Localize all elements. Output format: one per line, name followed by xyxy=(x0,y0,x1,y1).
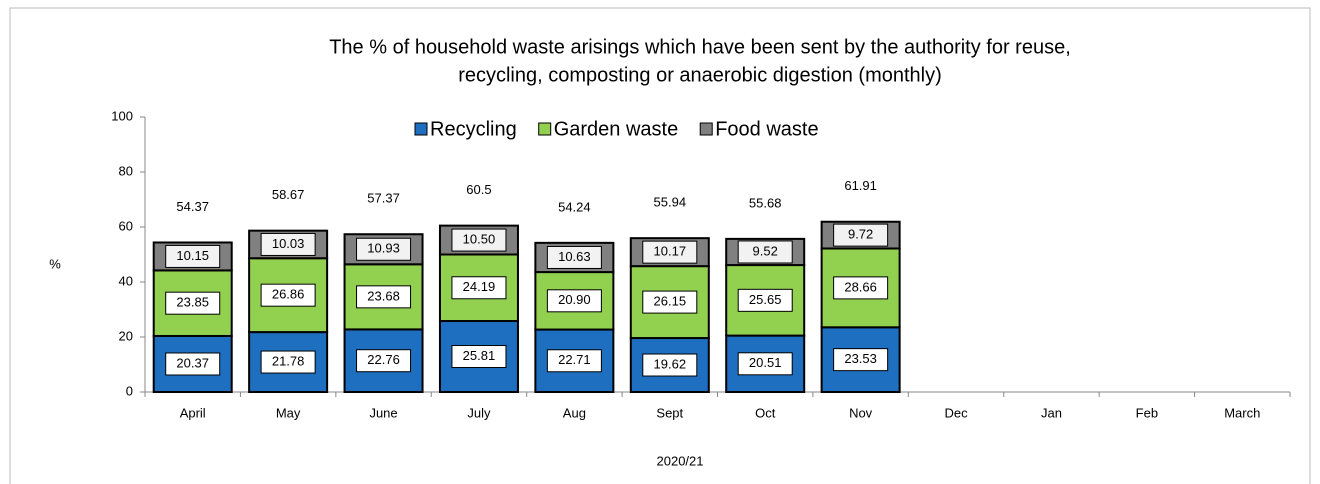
legend-label: Recycling xyxy=(430,118,517,140)
x-tick-label: March xyxy=(1224,405,1260,420)
x-tick-label: May xyxy=(276,405,301,420)
data-label-box xyxy=(833,348,889,372)
data-label-box xyxy=(642,240,698,264)
data-label-box xyxy=(356,349,412,373)
x-tick-label: Dec xyxy=(944,405,968,420)
y-tick-label: 100 xyxy=(111,108,133,123)
data-label: 20.90 xyxy=(558,292,591,307)
y-tick-label: 0 xyxy=(126,383,133,398)
y-tick-label: 20 xyxy=(119,328,133,343)
data-label-box xyxy=(833,223,889,247)
data-label: 19.62 xyxy=(654,356,687,371)
data-label-box xyxy=(356,237,412,261)
data-label: 21.78 xyxy=(272,353,305,368)
x-tick-label: April xyxy=(180,405,206,420)
x-tick-label: Oct xyxy=(755,405,776,420)
data-label: 22.71 xyxy=(558,352,591,367)
legend-swatch xyxy=(414,122,428,136)
data-label: 23.85 xyxy=(176,295,209,310)
y-tick-label: 80 xyxy=(119,163,133,178)
data-label-box xyxy=(737,240,793,264)
x-axis-title: 2020/21 xyxy=(657,453,704,468)
data-label-box xyxy=(260,283,316,307)
data-label-box xyxy=(737,352,793,376)
data-label: 25.65 xyxy=(749,292,782,307)
x-tick-label: Sept xyxy=(656,405,683,420)
data-label: 10.03 xyxy=(272,236,305,251)
total-label: 60.5 xyxy=(466,182,491,197)
data-label: 24.19 xyxy=(463,279,496,294)
data-label-box xyxy=(165,352,221,376)
data-label-box xyxy=(451,228,507,252)
data-label: 28.66 xyxy=(844,279,877,294)
y-tick-label: 40 xyxy=(119,273,133,288)
x-tick-label: Feb xyxy=(1136,405,1158,420)
data-label-box xyxy=(546,349,602,373)
data-label-box xyxy=(260,232,316,256)
y-axis-title: % xyxy=(49,256,61,271)
total-label: 54.24 xyxy=(558,199,591,214)
data-label: 23.68 xyxy=(367,288,400,303)
data-label: 23.53 xyxy=(844,351,877,366)
data-label-box xyxy=(642,290,698,314)
legend-label: Garden waste xyxy=(554,118,679,140)
x-tick-label: Nov xyxy=(849,405,873,420)
data-label: 10.63 xyxy=(558,249,591,264)
total-label: 55.94 xyxy=(654,195,687,210)
data-label-box xyxy=(737,288,793,312)
data-label: 26.86 xyxy=(272,287,305,302)
chart-title: recycling, composting or anaerobic diges… xyxy=(458,64,942,86)
data-label: 10.17 xyxy=(654,244,687,259)
data-label-box xyxy=(356,285,412,309)
legend-swatch xyxy=(699,122,713,136)
x-tick-label: Aug xyxy=(563,405,586,420)
data-label-box xyxy=(260,350,316,374)
data-label: 10.50 xyxy=(463,232,496,247)
total-label: 61.91 xyxy=(844,178,877,193)
data-label: 10.93 xyxy=(367,241,400,256)
x-tick-label: June xyxy=(369,405,397,420)
data-label-box xyxy=(451,345,507,369)
legend-swatch xyxy=(538,122,552,136)
total-label: 57.37 xyxy=(367,191,400,206)
data-label: 26.15 xyxy=(654,294,687,309)
data-label: 22.76 xyxy=(367,352,400,367)
data-label-box xyxy=(833,276,889,300)
total-label: 58.67 xyxy=(272,187,305,202)
data-label: 20.51 xyxy=(749,355,782,370)
data-label: 9.52 xyxy=(753,243,778,258)
data-label: 10.15 xyxy=(176,248,209,263)
data-label: 20.37 xyxy=(176,355,209,370)
legend-label: Food waste xyxy=(715,118,818,140)
total-label: 54.37 xyxy=(176,199,209,214)
data-label-box xyxy=(642,353,698,377)
data-label-box xyxy=(546,245,602,269)
y-tick-label: 60 xyxy=(119,218,133,233)
total-label: 55.68 xyxy=(749,195,782,210)
chart-title: The % of household waste arisings which … xyxy=(329,36,1071,58)
data-label: 9.72 xyxy=(848,227,873,242)
data-label-box xyxy=(165,244,221,268)
x-tick-label: Jan xyxy=(1041,405,1062,420)
data-label-box xyxy=(451,276,507,300)
x-tick-label: July xyxy=(467,405,491,420)
data-label-box xyxy=(165,291,221,315)
data-label: 25.81 xyxy=(463,348,496,363)
data-label-box xyxy=(546,289,602,313)
